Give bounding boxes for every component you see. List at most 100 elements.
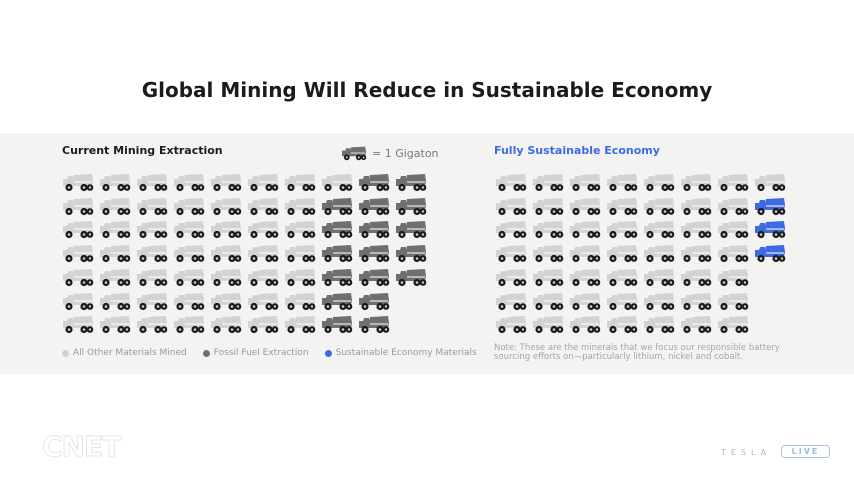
truck-all-other-icon [100,268,131,286]
truck-all-other-icon [533,221,564,239]
tesla-wordmark: TESLA [721,448,772,457]
truck-all-other-icon [533,316,564,334]
truck-all-other-icon [755,174,786,192]
truck-all-other-icon [681,316,712,334]
truck-all-other-icon [718,292,749,310]
truck-fossil-fuel-icon [322,245,353,263]
truck-all-other-icon [63,268,94,286]
truck-all-other-icon [681,268,712,286]
truck-fossil-fuel-icon [396,268,427,286]
truck-all-other-icon [100,316,131,334]
truck-all-other-icon [211,221,242,239]
truck-all-other-icon [718,245,749,263]
truck-all-other-icon [718,221,749,239]
legend-dot [62,349,69,357]
truck-all-other-icon [644,292,675,310]
truck-all-other-icon [644,221,675,239]
legend: All Other Materials Mined Fossil Fuel Ex… [62,348,477,358]
truck-all-other-icon [533,268,564,286]
truck-all-other-icon [607,221,638,239]
truck-fossil-fuel-icon [396,221,427,239]
truck-all-other-icon [100,197,131,215]
truck-all-other-icon [718,174,749,192]
truck-all-other-icon [285,197,316,215]
truck-all-other-icon [718,268,749,286]
truck-all-other-icon [533,245,564,263]
truck-all-other-icon [496,245,527,263]
truck-all-other-icon [285,292,316,310]
truck-all-other-icon [137,221,168,239]
truck-all-other-icon [137,245,168,263]
truck-fossil-fuel-icon [396,197,427,215]
truck-all-other-icon [607,292,638,310]
truck-all-other-icon [211,268,242,286]
legend-item-all-other: All Other Materials Mined [62,348,187,358]
truck-all-other-icon [681,221,712,239]
truck-fossil-fuel-icon [396,174,427,192]
truck-fossil-fuel-icon [359,245,390,263]
truck-all-other-icon [63,197,94,215]
truck-fossil-fuel-icon [322,197,353,215]
truck-all-other-icon [174,245,205,263]
legend-item-fossil-fuel: Fossil Fuel Extraction [202,348,309,358]
truck-fossil-fuel-icon [322,221,353,239]
truck-all-other-icon [63,316,94,334]
truck-all-other-icon [137,292,168,310]
truck-all-other-icon [211,292,242,310]
truck-all-other-icon [248,197,279,215]
unit-key-label: = 1 Gigaton [372,146,439,160]
truck-all-other-icon [174,221,205,239]
legend-item-sustainable: Sustainable Economy Materials [324,348,477,358]
truck-fossil-fuel-icon [396,245,427,263]
truck-all-other-icon [607,174,638,192]
truck-all-other-icon [174,174,205,192]
truck-all-other-icon [100,245,131,263]
truck-all-other-icon [100,221,131,239]
truck-all-other-icon [496,316,527,334]
truck-all-other-icon [285,174,316,192]
truck-all-other-icon [174,316,205,334]
truck-all-other-icon [211,316,242,334]
truck-all-other-icon [570,268,601,286]
truck-all-other-icon [607,197,638,215]
unit-key: = 1 Gigaton [340,146,439,161]
truck-all-other-icon [63,292,94,310]
truck-all-other-icon [496,221,527,239]
truck-all-other-icon [248,316,279,334]
truck-all-other-icon [137,197,168,215]
truck-all-other-icon [607,268,638,286]
truck-all-other-icon [644,268,675,286]
truck-all-other-icon [285,245,316,263]
truck-all-other-icon [496,292,527,310]
truck-all-other-icon [100,174,131,192]
truck-all-other-icon [533,197,564,215]
truck-all-other-icon [644,316,675,334]
truck-all-other-icon [211,174,242,192]
truck-fossil-fuel-icon [322,268,353,286]
sustainable-economy-title: Fully Sustainable Economy [494,144,660,157]
truck-all-other-icon [718,197,749,215]
truck-all-other-icon [137,316,168,334]
truck-all-other-icon [681,197,712,215]
truck-fossil-fuel-icon [322,316,353,334]
truck-all-other-icon [137,174,168,192]
truck-all-other-icon [570,174,601,192]
truck-all-other-icon [63,221,94,239]
truck-all-other-icon [570,292,601,310]
legend-dot [324,349,332,357]
truck-all-other-icon [174,268,205,286]
footnote: Note: These are the minerals that we foc… [494,343,780,362]
slide-title: Global Mining Will Reduce in Sustainable… [141,78,713,102]
live-badge: LIVE [781,445,830,458]
truck-all-other-icon [322,174,353,192]
cnet-logo: CNET [41,430,121,464]
truck-all-other-icon [496,197,527,215]
truck-sustainable-icon [755,245,786,263]
legend-dot [202,349,210,357]
truck-all-other-icon [533,292,564,310]
truck-all-other-icon [211,245,242,263]
truck-fossil-fuel-icon [359,316,390,334]
truck-all-other-icon [533,174,564,192]
truck-fossil-fuel-icon [359,197,390,215]
truck-all-other-icon [681,292,712,310]
